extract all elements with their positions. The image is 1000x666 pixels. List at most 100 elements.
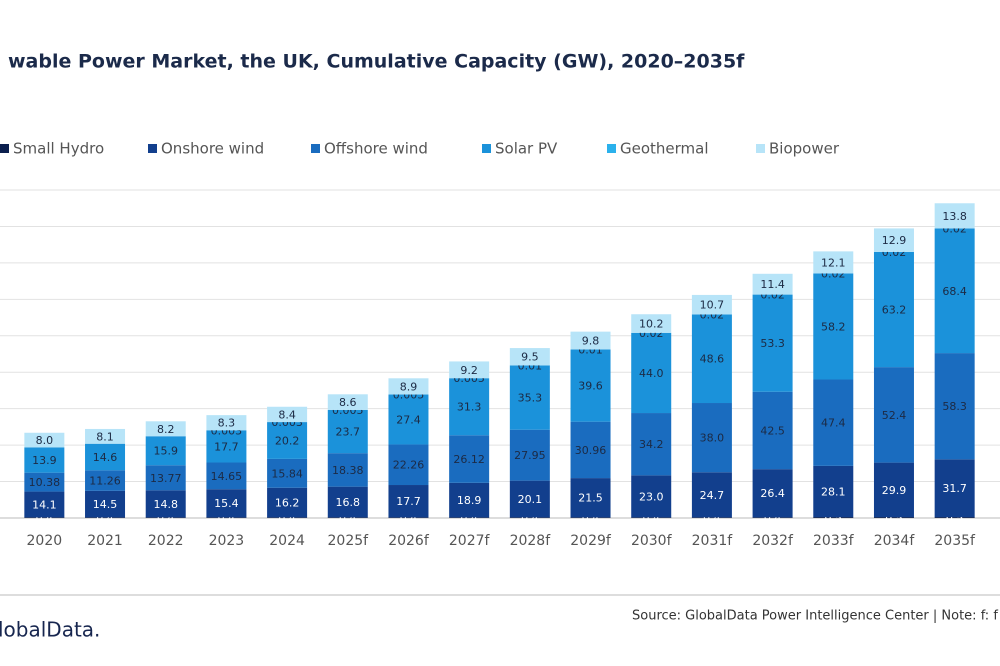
x-tick-label: 2022	[148, 533, 184, 549]
bar-segment	[570, 517, 611, 518]
bar-segment	[24, 491, 65, 518]
data-label: 38.0	[700, 432, 725, 445]
bar-segment	[509, 365, 550, 430]
bar-segment	[873, 517, 914, 518]
data-label: 13.8	[942, 210, 967, 223]
data-label: 10.38	[29, 476, 61, 489]
bar-segment	[388, 444, 429, 486]
bar-segment	[691, 403, 732, 473]
bar-segment	[24, 447, 65, 473]
data-label: 9.2	[460, 364, 478, 377]
data-label: 13.9	[32, 454, 57, 467]
x-tick-label: 2027f	[449, 533, 491, 549]
legend-label: Biopower	[769, 140, 840, 158]
bar-segment	[813, 465, 854, 518]
bar-segment	[509, 517, 550, 518]
bar-segment	[873, 228, 914, 252]
bar-segment	[752, 469, 793, 518]
bar-segment	[509, 429, 550, 481]
bar-segment	[570, 349, 611, 422]
data-label: 17.7	[214, 440, 239, 453]
bar-segment	[813, 251, 854, 274]
data-label: 9.5	[521, 351, 539, 364]
x-tick-label: 2020	[27, 533, 63, 549]
bar-segment	[509, 348, 550, 366]
bar-segment	[145, 421, 186, 437]
bar-segment	[267, 458, 308, 488]
x-tick-label: 2023	[209, 533, 245, 549]
data-label: 8.0	[36, 434, 54, 447]
data-label: 34.2	[639, 438, 664, 451]
bar-segment	[934, 228, 975, 354]
data-label: 21.5	[578, 492, 603, 505]
data-label: 26.12	[453, 453, 485, 466]
bar-segment	[388, 517, 429, 518]
bar-segment	[449, 517, 490, 518]
bar-segment	[24, 472, 65, 492]
x-tick-label: 2024	[269, 533, 305, 549]
data-label: 48.6	[700, 353, 725, 366]
bar-segment	[449, 482, 490, 518]
data-label: 28.1	[821, 485, 846, 498]
bar-segment	[934, 517, 975, 518]
bar-segment	[752, 517, 793, 518]
data-label: 23.7	[336, 426, 361, 439]
data-label: 20.2	[275, 434, 300, 447]
data-label: 30.96	[575, 444, 607, 457]
bar-segment	[85, 443, 126, 471]
bar-segment	[327, 486, 368, 518]
x-tick-label: 2030f	[631, 533, 673, 549]
bar-segment	[449, 378, 490, 436]
data-label: 24.7	[700, 489, 725, 502]
data-label: 58.3	[942, 400, 967, 413]
bar-segment	[631, 517, 672, 518]
bar-segment	[934, 353, 975, 460]
bar-segment	[934, 203, 975, 229]
legend-label: Geothermal	[620, 140, 709, 158]
bar-segment	[873, 367, 914, 463]
bar-segment	[752, 294, 793, 392]
data-label: 15.4	[214, 497, 239, 510]
legend-label: Solar PV	[495, 140, 558, 158]
data-label: 16.2	[275, 497, 300, 510]
bar-segment	[145, 517, 186, 518]
data-label: 8.6	[339, 396, 357, 409]
data-label: 14.1	[32, 498, 57, 511]
bar-segment	[267, 406, 308, 423]
bar-segment	[570, 421, 611, 479]
bar-segment	[691, 294, 732, 315]
bar-segment	[85, 517, 126, 518]
bar-segment	[873, 462, 914, 518]
bar-segment	[873, 251, 914, 368]
x-tick-label: 2035f	[934, 533, 976, 549]
data-label: 63.2	[882, 304, 907, 317]
bar-segment	[145, 436, 186, 466]
data-label: 42.5	[760, 424, 785, 437]
data-label: 14.65	[211, 470, 243, 483]
data-label: 44.0	[639, 367, 664, 380]
data-label: 52.4	[882, 409, 907, 422]
source-note: Source: GlobalData Power Intelligence Ce…	[632, 609, 998, 624]
data-label: 23.0	[639, 490, 664, 503]
logo: lobalData.	[0, 618, 100, 642]
x-tick-label: 2026f	[388, 533, 430, 549]
legend-swatch	[482, 144, 491, 153]
data-label: 26.4	[760, 487, 785, 500]
x-tick-label: 2021	[87, 533, 123, 549]
bar-segment	[388, 485, 429, 518]
x-tick-label: 2025f	[328, 533, 370, 549]
data-label: 14.5	[93, 498, 118, 511]
bar-segment	[206, 462, 247, 490]
bar-segment	[813, 273, 854, 380]
bar-segment	[631, 475, 672, 518]
data-label: 18.9	[457, 494, 482, 507]
data-label: 29.9	[882, 484, 907, 497]
data-label: 10.7	[700, 299, 725, 312]
data-label: 68.4	[942, 285, 967, 298]
data-label: 31.7	[942, 482, 967, 495]
legend-swatch	[756, 144, 765, 153]
bar-segment	[267, 487, 308, 518]
bar-segment	[752, 273, 793, 295]
bar-segment	[631, 413, 672, 476]
